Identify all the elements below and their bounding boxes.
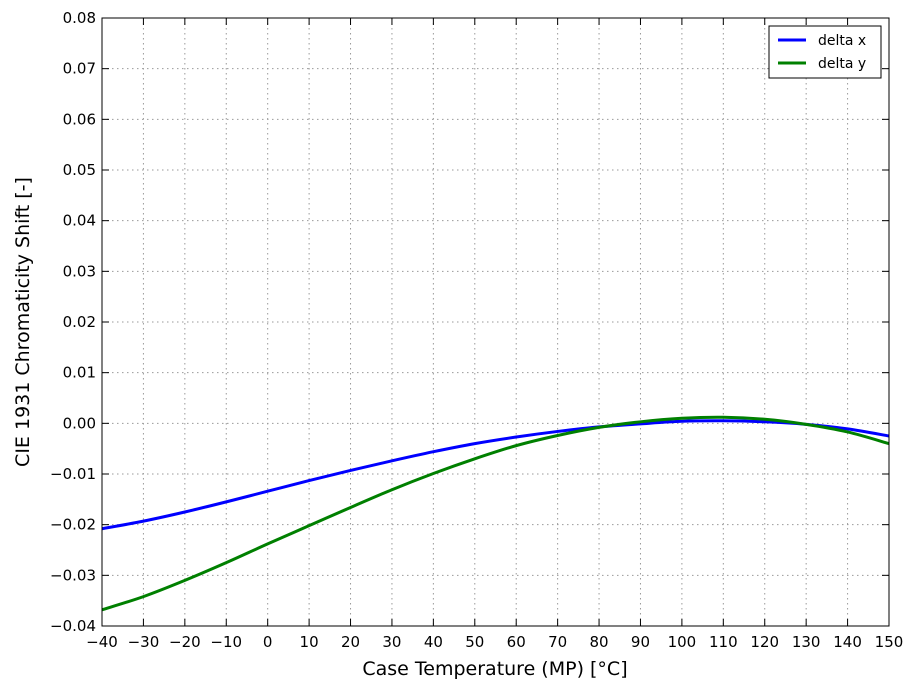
x-tick-label: 0 — [263, 633, 273, 651]
y-tick-label: 0.07 — [63, 60, 96, 78]
axis-ticks: −40 −30 −20 −10 0 10 20 30 40 50 60 70 80 90 100 110 120… — [50, 9, 903, 651]
legend-label-delta-y: delta y — [818, 56, 866, 72]
x-tick-label: 90 — [631, 633, 650, 651]
x-tick-label: 130 — [792, 633, 821, 651]
y-tick-label: −0.03 — [50, 566, 96, 584]
y-tick-label: 0.05 — [63, 161, 96, 179]
legend: delta x delta y — [768, 25, 882, 79]
y-tick-label: 0.08 — [63, 9, 96, 27]
legend-box — [768, 25, 882, 79]
legend-label-delta-x: delta x — [818, 33, 866, 49]
x-tick-label: −20 — [169, 633, 201, 651]
x-axis-label: Case Temperature (MP) [°C] — [362, 658, 627, 680]
x-tick-label: 80 — [590, 633, 609, 651]
y-tick-label: −0.02 — [50, 516, 96, 534]
y-tick-label: 0.00 — [63, 414, 96, 432]
y-axis-label: CIE 1931 Chromaticity Shift [-] — [12, 177, 34, 467]
x-tick-label: 20 — [341, 633, 360, 651]
y-tick-label: 0.03 — [63, 262, 96, 280]
y-tick-label: −0.04 — [50, 617, 96, 635]
x-tick-label: 150 — [875, 633, 904, 651]
plot-area-frame — [101, 17, 890, 627]
series-line-delta-x — [101, 419, 890, 531]
x-tick-label: 30 — [382, 633, 401, 651]
grid — [102, 18, 889, 626]
y-tick-label: 0.04 — [63, 212, 96, 230]
x-tick-label: 110 — [709, 633, 738, 651]
series-lines — [101, 415, 890, 612]
x-tick-label: 50 — [465, 633, 484, 651]
y-tick-label: 0.01 — [63, 364, 96, 382]
series-line-delta-y — [101, 415, 890, 612]
x-tick-label: −10 — [210, 633, 242, 651]
x-tick-label: 100 — [668, 633, 697, 651]
y-tick-label: 0.06 — [63, 110, 96, 128]
x-tick-label: 40 — [424, 633, 443, 651]
x-tick-label: 120 — [750, 633, 779, 651]
x-tick-label: −40 — [86, 633, 118, 651]
x-tick-label: −30 — [128, 633, 160, 651]
x-tick-label: 10 — [300, 633, 319, 651]
y-tick-label: 0.02 — [63, 313, 96, 331]
x-tick-label: 70 — [548, 633, 567, 651]
y-tick-label: −0.01 — [50, 465, 96, 483]
x-tick-label: 60 — [507, 633, 526, 651]
x-tick-label: 140 — [833, 633, 862, 651]
